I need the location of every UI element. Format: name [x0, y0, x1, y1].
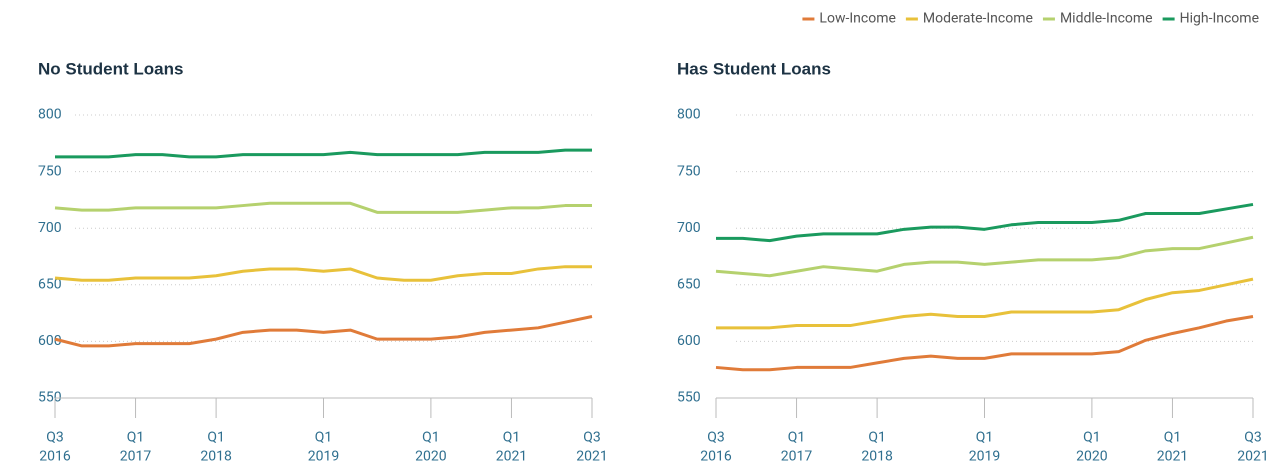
x-tick-year: 2016	[39, 449, 71, 465]
y-tick-label: 800	[677, 107, 701, 123]
x-tick-label: Q3	[583, 430, 601, 446]
line-series	[54, 315, 593, 348]
x-tick-label: Q1	[315, 430, 333, 446]
x-tick-year: 2020	[1076, 449, 1108, 465]
chart-title: Has Student Loans	[677, 59, 831, 78]
y-tick-label: 750	[38, 163, 62, 179]
legend-label: Low-Income	[819, 11, 895, 27]
x-tick-label: Q3	[707, 430, 725, 446]
line-series	[54, 265, 592, 282]
x-tick-year: 2016	[700, 449, 732, 465]
x-tick-year: 2017	[781, 449, 813, 465]
x-tick-label: Q3	[46, 430, 64, 446]
x-tick-label: Q1	[207, 430, 225, 446]
x-tick-year: 2020	[415, 449, 447, 465]
line-series	[715, 235, 1254, 278]
y-tick-label: 600	[38, 333, 62, 349]
line-series	[716, 277, 1254, 330]
x-tick-year: 2019	[308, 449, 339, 465]
y-tick-label: 800	[38, 107, 62, 123]
x-tick-year: 2018	[861, 449, 893, 465]
y-tick-label: 550	[38, 390, 62, 406]
legend-label: Middle-Income	[1060, 11, 1153, 27]
y-tick-label: 700	[38, 220, 62, 236]
x-tick-year: 2019	[969, 449, 1000, 465]
x-tick-label: Q1	[868, 430, 886, 446]
legend-label: High-Income	[1180, 11, 1259, 27]
x-tick-label: Q3	[1244, 430, 1262, 446]
x-tick-label: Q1	[422, 430, 440, 446]
x-tick-label: Q1	[503, 430, 521, 446]
line-series	[716, 202, 1254, 243]
y-tick-label: 650	[677, 277, 701, 293]
x-tick-year: 2021	[1157, 449, 1188, 465]
legend-label: Moderate-Income	[923, 11, 1033, 27]
chart-title: No Student Loans	[38, 59, 183, 78]
x-tick-year: 2021	[576, 449, 607, 465]
x-tick-label: Q1	[976, 430, 994, 446]
y-tick-label: 650	[38, 277, 62, 293]
y-tick-label: 700	[677, 220, 701, 236]
x-tick-label: Q1	[788, 430, 806, 446]
x-tick-label: Q1	[127, 430, 145, 446]
x-tick-label: Q1	[1164, 430, 1182, 446]
x-tick-year: 2021	[496, 449, 527, 465]
line-series	[55, 148, 592, 159]
x-tick-label: Q1	[1083, 430, 1101, 446]
y-tick-label: 550	[677, 390, 701, 406]
y-tick-label: 750	[677, 163, 701, 179]
x-tick-year: 2018	[200, 449, 232, 465]
x-tick-year: 2021	[1237, 449, 1268, 465]
y-tick-label: 600	[677, 333, 701, 349]
line-series	[54, 201, 592, 214]
line-series	[715, 315, 1254, 372]
x-tick-year: 2017	[120, 449, 152, 465]
